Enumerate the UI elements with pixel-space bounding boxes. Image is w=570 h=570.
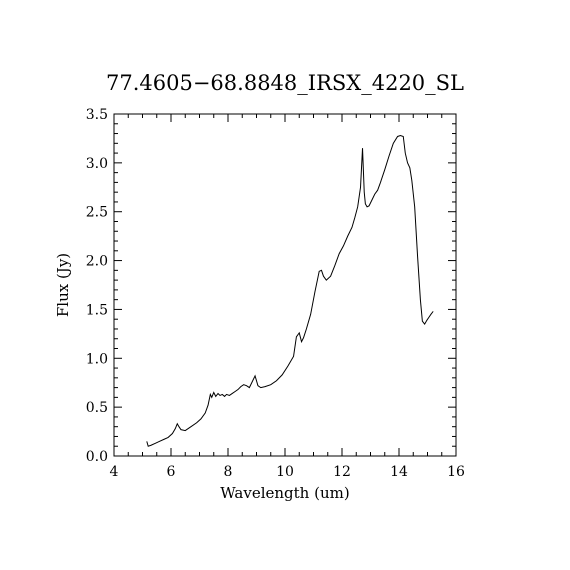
y-tick-label: 1.0	[86, 351, 108, 367]
y-axis-label: Flux (Jy)	[54, 253, 72, 317]
chart-title: 77.4605−68.8848_IRSX_4220_SL	[106, 71, 464, 95]
plot-frame	[113, 113, 457, 457]
x-tick-label: 8	[224, 464, 233, 480]
x-tick-label: 10	[276, 464, 294, 480]
y-tick-label: 2.0	[86, 254, 108, 270]
x-tick-label: 12	[333, 464, 351, 480]
y-tick-label: 3.0	[86, 156, 108, 172]
x-axis: 4 6 8 10 12 14 16	[110, 114, 465, 480]
spectrum-line	[146, 134, 434, 447]
x-tick-label: 6	[167, 464, 176, 480]
y-tick-label: 2.5	[86, 205, 108, 221]
y-axis: 0.0 0.5 1.0 1.5 2.0 2.5 3.0 3.5	[86, 107, 456, 465]
y-tick-label: 0.5	[86, 400, 108, 416]
x-tick-label: 14	[390, 464, 408, 480]
x-tick-label: 16	[447, 464, 465, 480]
y-tick-label: 1.5	[86, 302, 108, 318]
y-tick-label: 3.5	[86, 107, 108, 123]
x-axis-label: Wavelength (um)	[220, 484, 349, 502]
x-tick-label: 4	[110, 464, 119, 480]
y-tick-label: 0.0	[86, 449, 108, 465]
